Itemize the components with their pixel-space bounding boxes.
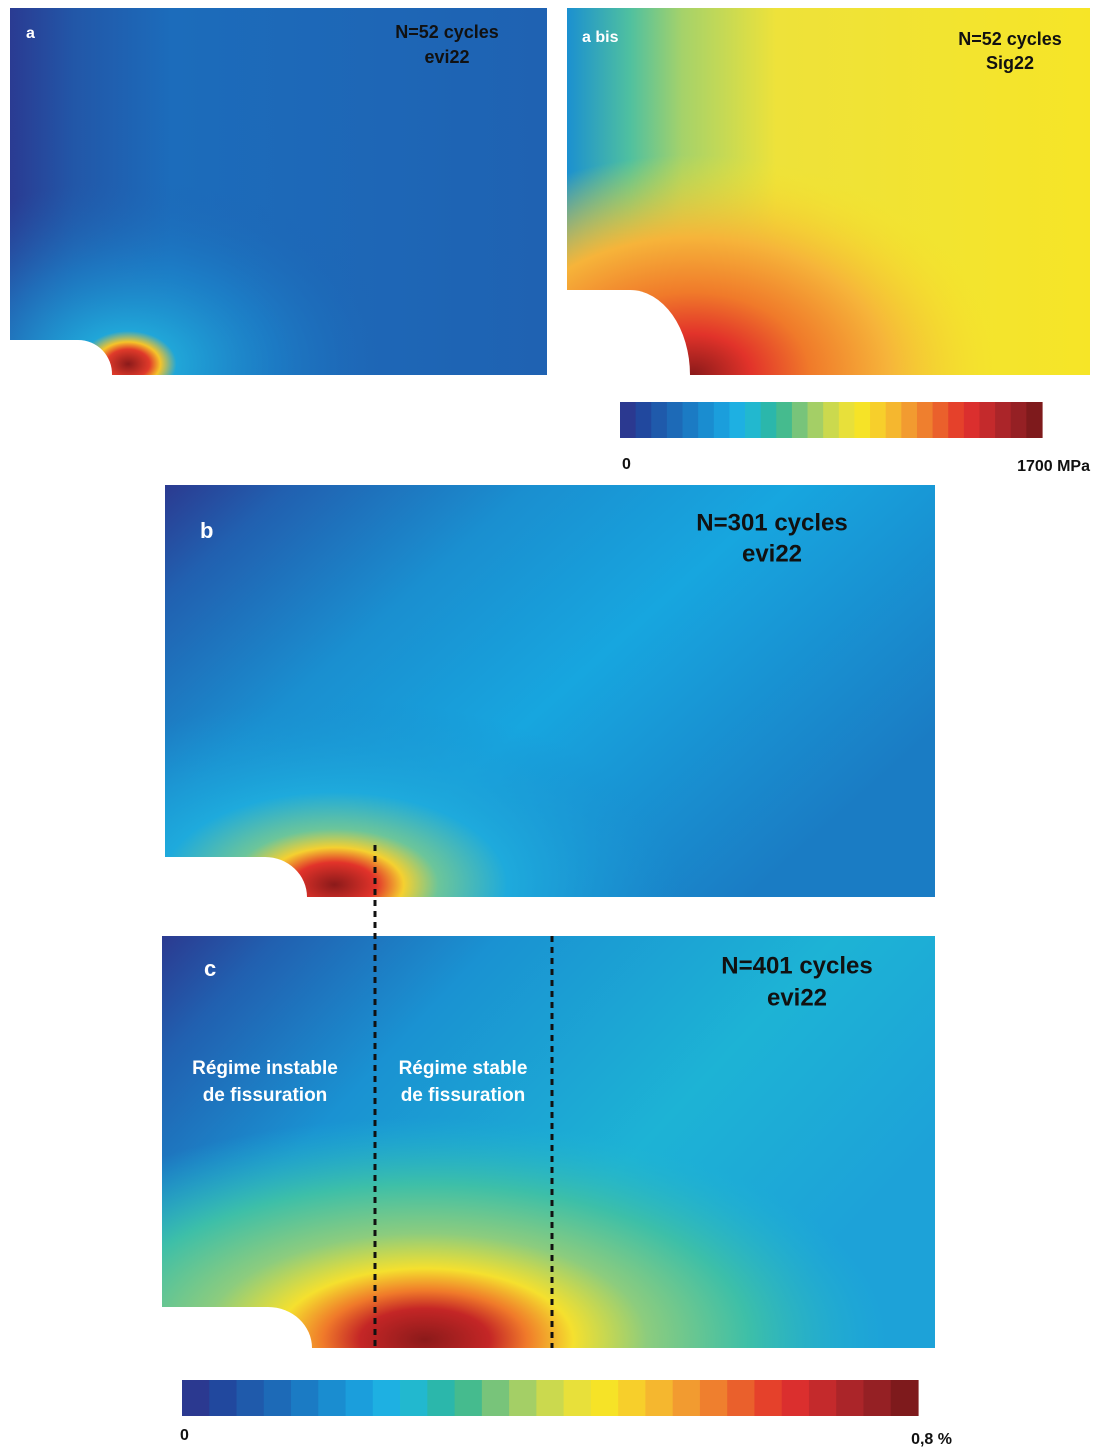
colorbar-swatch: [745, 402, 762, 438]
colorbar-swatch: [372, 1380, 401, 1416]
notch: [165, 857, 307, 897]
colorbar-min-label: 0: [622, 456, 631, 473]
colorbar-swatch: [948, 402, 965, 438]
notch: [162, 1307, 312, 1348]
panel-title: Sig22: [986, 53, 1034, 73]
colorbar-swatch: [400, 1380, 428, 1416]
panel-title: evi22: [424, 47, 469, 67]
panel-title: evi22: [767, 984, 827, 1011]
colorbar-swatch: [754, 1380, 783, 1416]
panel-title: evi22: [742, 540, 802, 567]
colorbar-swatch: [781, 1380, 810, 1416]
colorbar-swatch: [963, 402, 981, 438]
colorbar-swatch: [698, 402, 715, 438]
colorbar-swatch: [890, 1380, 919, 1416]
colorbar-swatch: [651, 402, 668, 438]
colorbar-swatch: [427, 1380, 456, 1416]
colorbar-swatch: [776, 402, 793, 438]
colorbar-swatch: [807, 402, 824, 438]
panel-a-bis: a bis N=52 cycles Sig22: [567, 8, 1090, 375]
colorbar-swatch: [791, 402, 809, 438]
colorbar-swatch: [838, 402, 856, 438]
annotation: de fissuration: [203, 1085, 328, 1106]
colorbar-swatch: [699, 1380, 728, 1416]
panel-title: N=301 cycles: [696, 509, 847, 536]
colorbar-max-label: 0,8 %: [911, 1431, 952, 1448]
colorbar-swatch: [666, 402, 684, 438]
colorbar-swatch: [713, 402, 731, 438]
colorbar-swatch: [536, 1380, 565, 1416]
panel-title: N=52 cycles: [958, 29, 1062, 49]
colorbar-swatch: [635, 402, 652, 438]
panel-label: a bis: [582, 29, 619, 46]
colorbar-swatch: [1010, 402, 1027, 438]
colorbar-swatch: [870, 402, 887, 438]
colorbar-swatch: [854, 402, 871, 438]
colorbar-swatch: [318, 1380, 347, 1416]
colorbar-swatch: [823, 402, 840, 438]
colorbar-swatch: [263, 1380, 292, 1416]
panel-c: c N=401 cycles evi22 Régime instable de …: [162, 936, 935, 1348]
notch: [10, 339, 113, 375]
panel-label: c: [204, 956, 216, 981]
colorbar-swatch: [481, 1380, 510, 1416]
colorbar-swatch: [995, 402, 1012, 438]
colorbar-swatch: [863, 1380, 892, 1416]
contour-hotspot: [162, 936, 935, 1348]
colorbar-swatch: [885, 402, 902, 438]
contour-hotspot: [165, 485, 935, 897]
colorbar-swatch: [682, 402, 699, 438]
panel-a: a N=52 cycles evi22: [10, 8, 547, 375]
colorbar-swatch: [236, 1380, 265, 1416]
colorbar-swatch: [590, 1380, 619, 1416]
colorbar-max-label: 1700 MPa: [1017, 458, 1090, 475]
colorbar-swatch: [618, 1380, 647, 1416]
colorbar-swatch: [209, 1380, 238, 1416]
colorbar: [182, 1380, 919, 1416]
colorbar-swatch: [932, 402, 949, 438]
colorbar-swatch: [727, 1380, 756, 1416]
colorbar-swatch: [454, 1380, 483, 1416]
panel-label: a: [26, 25, 35, 42]
panel-title: N=52 cycles: [395, 22, 499, 42]
annotation: Régime instable: [192, 1058, 338, 1079]
colorbar-swatch: [808, 1380, 837, 1416]
colorbar-swatch: [509, 1380, 537, 1416]
notch: [567, 290, 690, 375]
colorbar-swatch: [901, 402, 918, 438]
colorbar-swatch: [182, 1380, 210, 1416]
colorbar-swatch: [345, 1380, 374, 1416]
panel-title: N=401 cycles: [721, 952, 872, 979]
colorbar-swatch: [836, 1380, 865, 1416]
contour-hotspot: [10, 8, 547, 375]
colorbar-swatch: [672, 1380, 701, 1416]
annotation: Régime stable: [399, 1058, 528, 1079]
panel-b: b N=301 cycles evi22: [165, 485, 935, 897]
panel-label: b: [200, 518, 213, 543]
colorbar: [620, 402, 1043, 438]
colorbar-swatch: [291, 1380, 319, 1416]
colorbar-swatch: [645, 1380, 674, 1416]
colorbar-swatch: [760, 402, 777, 438]
colorbar-swatch: [729, 402, 746, 438]
colorbar-swatch: [620, 402, 637, 438]
colorbar-swatch: [563, 1380, 592, 1416]
colorbar-min-label: 0: [180, 1427, 189, 1444]
colorbar-swatch: [916, 402, 934, 438]
annotation: de fissuration: [401, 1085, 526, 1106]
colorbar-swatch: [1026, 402, 1043, 438]
colorbar-swatch: [979, 402, 996, 438]
